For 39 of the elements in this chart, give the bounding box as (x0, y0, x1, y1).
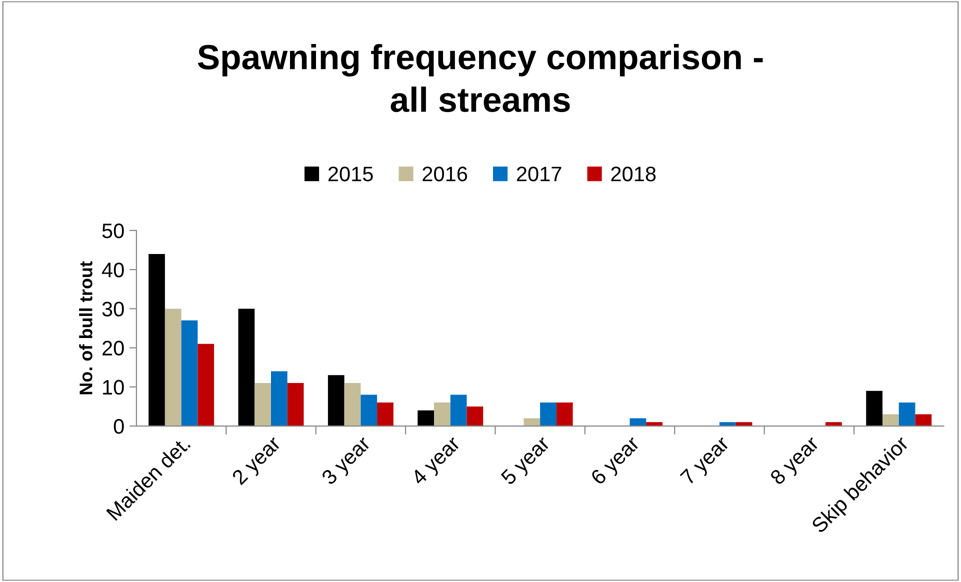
y-axis-title: No. of bull trout (79, 261, 92, 394)
bar (328, 375, 344, 426)
bar (434, 402, 450, 426)
bar (882, 414, 899, 426)
bar (646, 422, 663, 426)
bar (866, 390, 882, 426)
legend-label: 2017 (516, 166, 562, 182)
bar (254, 383, 271, 426)
bar (198, 344, 214, 426)
bar (826, 422, 842, 426)
y-tick-label: 20 (102, 340, 124, 356)
bar (418, 410, 434, 426)
y-tick-label: 30 (102, 302, 124, 316)
bar (148, 254, 165, 426)
bar (466, 406, 484, 426)
y-tick-label: 40 (102, 262, 124, 278)
bar (719, 422, 736, 426)
y-tick-label: 0 (114, 419, 124, 434)
bar (556, 402, 573, 426)
bar (238, 308, 255, 426)
legend-label: 2016 (422, 166, 468, 182)
bar (540, 402, 556, 426)
bar (630, 418, 646, 426)
bar (524, 418, 540, 426)
legend-label: 2018 (611, 166, 656, 182)
bar (164, 308, 182, 426)
y-tick-label: 10 (103, 380, 124, 395)
bar (898, 402, 916, 426)
chart-title: Spawning frequency comparison - all streams (198, 44, 763, 112)
bar (287, 383, 304, 426)
bar (181, 320, 198, 426)
bar (344, 383, 361, 426)
y-tick-label: 50 (102, 223, 124, 238)
bar (915, 414, 932, 426)
bar (450, 394, 467, 426)
bar (360, 394, 378, 426)
legend-label: 2015 (328, 166, 373, 182)
bar (377, 402, 394, 426)
bar (271, 371, 288, 426)
